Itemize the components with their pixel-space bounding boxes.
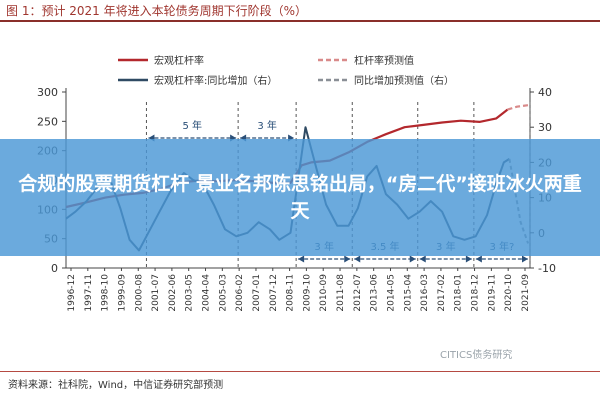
x-tick-label: 2018-01 [454,274,464,312]
x-tick-label: 2003-05 [185,274,195,312]
x-tick-label: 2021-09 [521,274,531,312]
left-tick-label: 250 [37,115,58,128]
watermark-logo: CITICS债务研究 [440,350,513,361]
phase-arrow-head-right [409,255,416,263]
x-tick-label: 2019-11 [487,274,497,312]
phase-label: 5 年 [183,119,203,132]
x-tick-label: 2013-06 [370,274,380,312]
x-tick-label: 2015-04 [403,274,413,312]
x-tick-label: 1997-11 [84,274,94,312]
phase-arrow-head-left [419,255,426,263]
series-leverage-forecast-line [507,103,531,111]
legend-label-yoy: 宏观杠杆率:同比增加（右） [154,74,277,87]
x-tick-label: 2001-07 [151,274,161,312]
phase-arrow-head-left [354,255,361,263]
x-tick-label: 2007-01 [252,274,262,312]
phase-label: 3 年 [257,119,277,132]
figure-title: 图 1：预计 2021 年将进入本轮债务周期下行阶段（%） [6,4,308,18]
left-tick-label: 300 [37,86,58,99]
right-tick-label: 40 [538,86,552,99]
x-tick-label: 2006-02 [235,274,245,312]
footer-rule [0,371,600,372]
x-tick-label: 2020-10 [504,274,514,312]
x-tick-label: 1999-09 [117,274,127,312]
x-tick-label: 2007-12 [269,274,279,312]
x-tick-label: 2008-11 [286,274,296,312]
phase-arrow-head-left [298,255,305,263]
x-tick-label: 2018-12 [471,274,481,312]
x-tick-label: 2012-07 [353,274,363,312]
x-tick-label: 2017-02 [437,274,447,312]
phase-arrow-head-left [475,255,482,263]
phase-arrow-head-right [344,255,351,263]
legend-label-leverage: 宏观杠杆率 [154,54,204,67]
x-tick-label: 2004-04 [202,274,212,312]
title-rule [0,20,600,22]
headline-banner[interactable]: 合规的股票期货杠杆 景业名邦陈思铭出局，“房二代”接班冰火两重天 [0,139,600,256]
source-note: 资料来源：社科院，Wind，中信证券研究部预测 [8,380,224,391]
legend-label-yoy_forecast: 同比增加预测值（右） [354,74,454,87]
right-tick-label: -10 [538,262,556,275]
x-tick-label: 2014-05 [386,274,396,312]
phase-arrow-head-right [465,255,472,263]
x-tick-label: 2011-08 [336,274,346,312]
left-tick-label: 0 [51,262,58,275]
x-tick-label: 1998-10 [101,274,111,312]
phase-arrow-head-right [522,255,528,263]
x-axis: 1996-12 1997-11 1998-10 1999-09 2000-08 2001-… [66,267,531,312]
x-tick-label: 2000-08 [134,274,144,312]
right-tick-label: 30 [538,121,552,134]
x-tick-label: 1996-12 [67,274,77,312]
x-tick-label: 2009-10 [302,274,312,312]
banner-headline[interactable]: 合规的股票期货杠杆 景业名邦陈思铭出局，“房二代”接班冰火两重天 [18,172,582,222]
x-tick-label: 2016-03 [420,274,430,312]
x-tick-label: 2005-03 [218,274,228,312]
x-tick-label: 2002-06 [168,274,178,312]
legend-label-leverage_forecast: 杠杆率预测值 [354,54,414,67]
x-tick-label: 2010-09 [319,274,329,312]
